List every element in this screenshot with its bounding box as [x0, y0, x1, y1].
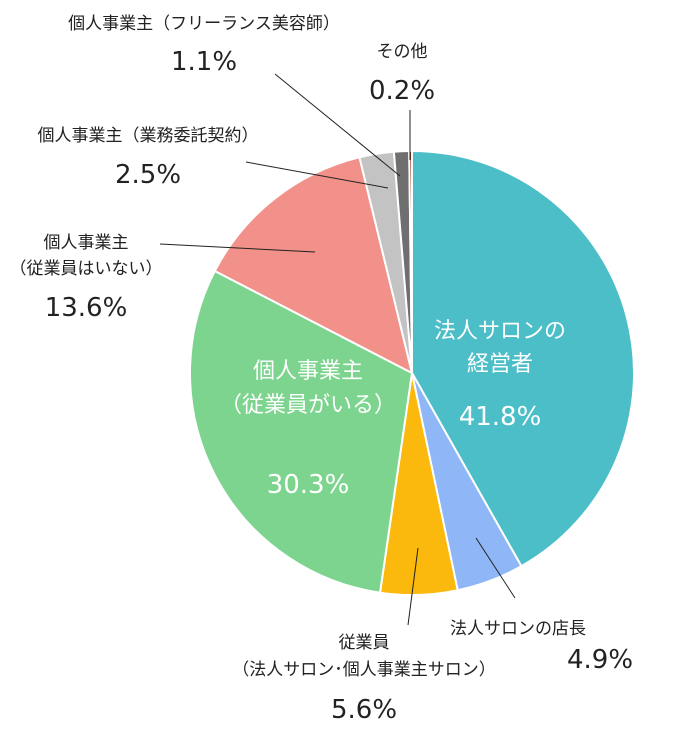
slice-name-label: （法人サロン･個人事業主サロン） — [232, 660, 496, 680]
slice-name-label: 個人事業主 — [253, 359, 363, 384]
slice-name-label: 個人事業主（フリーランス美容師） — [68, 14, 340, 34]
slice-name-label: 法人サロンの店長 — [450, 619, 586, 639]
slice-value-label: 2.5% — [115, 160, 181, 190]
leader-line — [475, 537, 516, 599]
slice-name-label: 従業員 — [339, 633, 390, 653]
slice-name-label: 法人サロンの — [434, 319, 566, 344]
slice-value-label: 5.6% — [331, 695, 397, 725]
leader-line — [407, 547, 419, 626]
leader-line — [274, 73, 401, 177]
slice-name-label: （従業員がいる） — [220, 393, 396, 418]
slice-value-label: 0.2% — [369, 76, 435, 106]
slice-value-label: 13.6% — [45, 293, 128, 323]
slice-value-label: 1.1% — [171, 47, 237, 77]
slice-name-label: 個人事業主 — [44, 233, 129, 253]
slice-name-label: 経営者 — [467, 352, 533, 377]
slice-name-label: 個人事業主（業務委託契約） — [38, 126, 259, 146]
slice-value-label: 41.8% — [459, 402, 542, 432]
leader-line — [159, 243, 316, 253]
slice-name-label: その他 — [377, 42, 428, 62]
slice-name-label: （従業員はいない） — [10, 259, 163, 279]
leader-lines — [159, 73, 516, 626]
slice-value-label: 30.3% — [267, 470, 350, 500]
pie-slice — [213, 156, 414, 375]
pie-slice — [408, 149, 413, 374]
pie-slice — [411, 149, 635, 568]
pie-slices — [189, 149, 635, 596]
slice-value-label: 4.9% — [567, 645, 633, 675]
leader-line — [245, 161, 389, 189]
pie-slice — [189, 269, 414, 594]
